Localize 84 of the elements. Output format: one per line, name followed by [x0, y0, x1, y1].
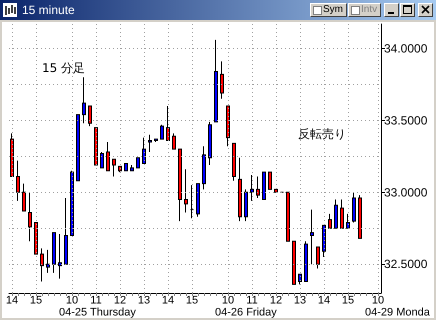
- candlestick: [166, 105, 170, 142]
- candlestick: [340, 198, 344, 229]
- x-tick-label: 15: [186, 294, 198, 306]
- x-tick-label: 10: [222, 294, 234, 306]
- candlestick: [196, 183, 200, 218]
- candlestick: [322, 224, 326, 258]
- checkbox-button: Intv: [348, 3, 381, 17]
- x-tick-label: 12: [270, 294, 282, 306]
- candlestick: [16, 160, 20, 202]
- candlestick: [214, 39, 218, 122]
- x-tick-label: 14: [318, 294, 330, 306]
- chart-title: 15 minute: [22, 3, 75, 17]
- candlestick: [304, 240, 308, 282]
- candlestick: [184, 168, 188, 213]
- y-tick-label: 32.5000: [384, 257, 428, 272]
- candlestick: [172, 132, 176, 150]
- candlestick: [46, 249, 50, 274]
- candlestick: [136, 157, 140, 168]
- checkbox-button: Sym: [310, 3, 347, 17]
- candlestick: [310, 209, 314, 265]
- annotation: 15 分足: [42, 61, 86, 75]
- candlestick: [316, 246, 320, 270]
- x-tick-label: 15: [342, 294, 354, 306]
- candlestick: [112, 158, 116, 177]
- candlestick: [142, 137, 146, 164]
- candlestick: [40, 248, 44, 282]
- candlestick: [298, 274, 302, 285]
- candlestick: [88, 105, 92, 127]
- candlestick: [10, 132, 14, 177]
- candlestick: [346, 213, 350, 229]
- candlestick: [190, 184, 194, 219]
- candlestick: [160, 124, 164, 140]
- candlestick: [334, 198, 338, 229]
- candlestick: [178, 148, 182, 222]
- x-tick-label: 14: [162, 294, 174, 306]
- x-tick-label: 14: [6, 294, 18, 306]
- annotation: 反転売り: [298, 127, 346, 141]
- candlestick: [202, 146, 206, 190]
- candlestick: [118, 166, 122, 173]
- candlestick: [28, 192, 32, 242]
- x-tick-label: 11: [246, 294, 258, 306]
- x-tick-label: 12: [114, 294, 126, 306]
- candlestick: [70, 170, 74, 236]
- candlestick: [106, 141, 110, 172]
- candlestick: [148, 134, 152, 153]
- candlestick: [58, 234, 62, 280]
- x-tick-label: 13: [294, 294, 306, 306]
- candlestick: [22, 183, 26, 212]
- candlestick: [268, 172, 272, 190]
- x-tick-label: 15: [30, 294, 42, 306]
- candlestick: [124, 163, 128, 172]
- candlestick: [220, 60, 224, 100]
- candlestick: [100, 152, 104, 168]
- x-tick-label: 11: [90, 294, 102, 306]
- candlestick: [82, 76, 86, 124]
- candlestick: [328, 213, 332, 229]
- candlestick: [244, 188, 248, 222]
- candlestick: [232, 142, 236, 182]
- y-tick-label: 34.0000: [384, 41, 428, 56]
- y-tick-label: 33.0000: [384, 185, 428, 200]
- candlestick: [130, 164, 134, 172]
- candlestick: [94, 127, 98, 166]
- text: 04-26 Friday: [215, 306, 278, 318]
- candlestick: [226, 105, 230, 147]
- text: 04-29 Monda: [365, 306, 431, 318]
- candlestick: [286, 192, 290, 242]
- x-tick-label: 13: [138, 294, 150, 306]
- candlestick: [208, 121, 212, 166]
- text: 04-25 Thursday: [59, 306, 136, 318]
- candlestick: [292, 240, 296, 285]
- candlestick: [352, 192, 356, 224]
- candlestick: [256, 176, 260, 199]
- candlestick: [154, 138, 158, 142]
- candlestick: [76, 114, 80, 182]
- candlestick: [262, 172, 266, 200]
- x-tick-label: 10: [66, 294, 78, 306]
- candlestick: [52, 232, 56, 274]
- candlestick: [64, 198, 68, 265]
- candlestick: [358, 194, 362, 239]
- y-tick-label: 33.5000: [384, 113, 428, 128]
- candlestick: [250, 174, 254, 202]
- candlestick: [238, 157, 242, 222]
- candlestick: [34, 222, 38, 255]
- x-tick-label: 10: [372, 294, 384, 306]
